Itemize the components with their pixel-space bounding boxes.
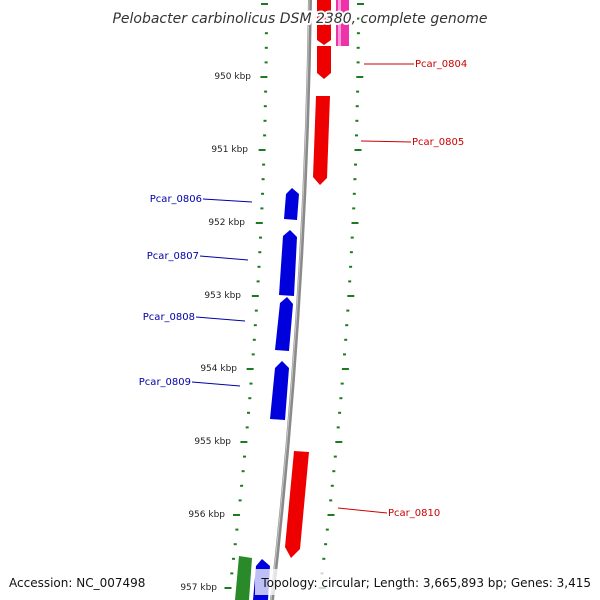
- kbp-label: 955 kbp: [194, 437, 231, 447]
- kbp-label: 951 kbp: [211, 145, 248, 155]
- gene-arrow-pcar-0809[interactable]: [270, 361, 289, 420]
- inner-ruler: [224, 3, 268, 589]
- kbp-label: 953 kbp: [204, 291, 241, 301]
- outer-ruler: [318, 3, 364, 589]
- kbp-label: 954 kbp: [200, 364, 237, 374]
- gene-arrow-green[interactable]: [235, 556, 252, 600]
- leader-pcar-0810: [337, 507, 388, 514]
- gene-label-pcar-0804[interactable]: Pcar_0804: [415, 59, 467, 70]
- leader-pcar-0809: [191, 381, 241, 387]
- genome-summary-text: Topology: circular; Length: 3,665,893 bp…: [260, 576, 591, 590]
- kbp-label: 957 kbp: [180, 583, 217, 593]
- label-leaders: [191, 63, 414, 514]
- leader-pcar-0806: [202, 198, 253, 203]
- genome-backbone-highlight: [270, 0, 310, 600]
- footer-background: [255, 569, 600, 595]
- kbp-label: 950 kbp: [214, 72, 251, 82]
- gene-label-pcar-0805[interactable]: Pcar_0805: [412, 137, 464, 148]
- forward-genes: [285, 0, 349, 558]
- map-title: Pelobacter carbinolicus DSM 2380, comple…: [112, 11, 487, 27]
- gene-arrow-pcar-0807[interactable]: [279, 230, 297, 296]
- leader-pcar-0807: [199, 255, 249, 261]
- gene-arrow-pcar-0805[interactable]: [313, 96, 330, 185]
- rna-gene-highlight: [338, 0, 341, 46]
- kbp-labels: 950 kbp 951 kbp 952 kbp 953 kbp 954 kbp …: [180, 72, 251, 593]
- gene-arrow-pcar-0804[interactable]: [317, 46, 331, 79]
- accession-text: Accession: NC_007498: [9, 576, 145, 590]
- gene-label-pcar-0810[interactable]: Pcar_0810: [388, 508, 440, 519]
- gene-label-pcar-0808[interactable]: Pcar_0808: [143, 312, 195, 323]
- gene-arrow-pcar-0808[interactable]: [275, 297, 293, 351]
- leader-pcar-0808: [195, 316, 246, 322]
- gene-arrow-pcar-0810[interactable]: [285, 451, 309, 558]
- kbp-label: 956 kbp: [188, 510, 225, 520]
- leader-pcar-0805: [360, 140, 412, 143]
- gene-labels: Pcar_0804 Pcar_0805 Pcar_0806 Pcar_0807 …: [139, 59, 467, 519]
- gene-arrow-pcar-0806[interactable]: [284, 188, 299, 220]
- kbp-label: 952 kbp: [208, 218, 245, 228]
- gene-label-pcar-0809[interactable]: Pcar_0809: [139, 377, 191, 388]
- gene-label-pcar-0806[interactable]: Pcar_0806: [150, 194, 202, 205]
- gene-label-pcar-0807[interactable]: Pcar_0807: [147, 251, 199, 262]
- genome-backbone: [270, 0, 312, 600]
- gene-arrow-top[interactable]: [317, 0, 331, 45]
